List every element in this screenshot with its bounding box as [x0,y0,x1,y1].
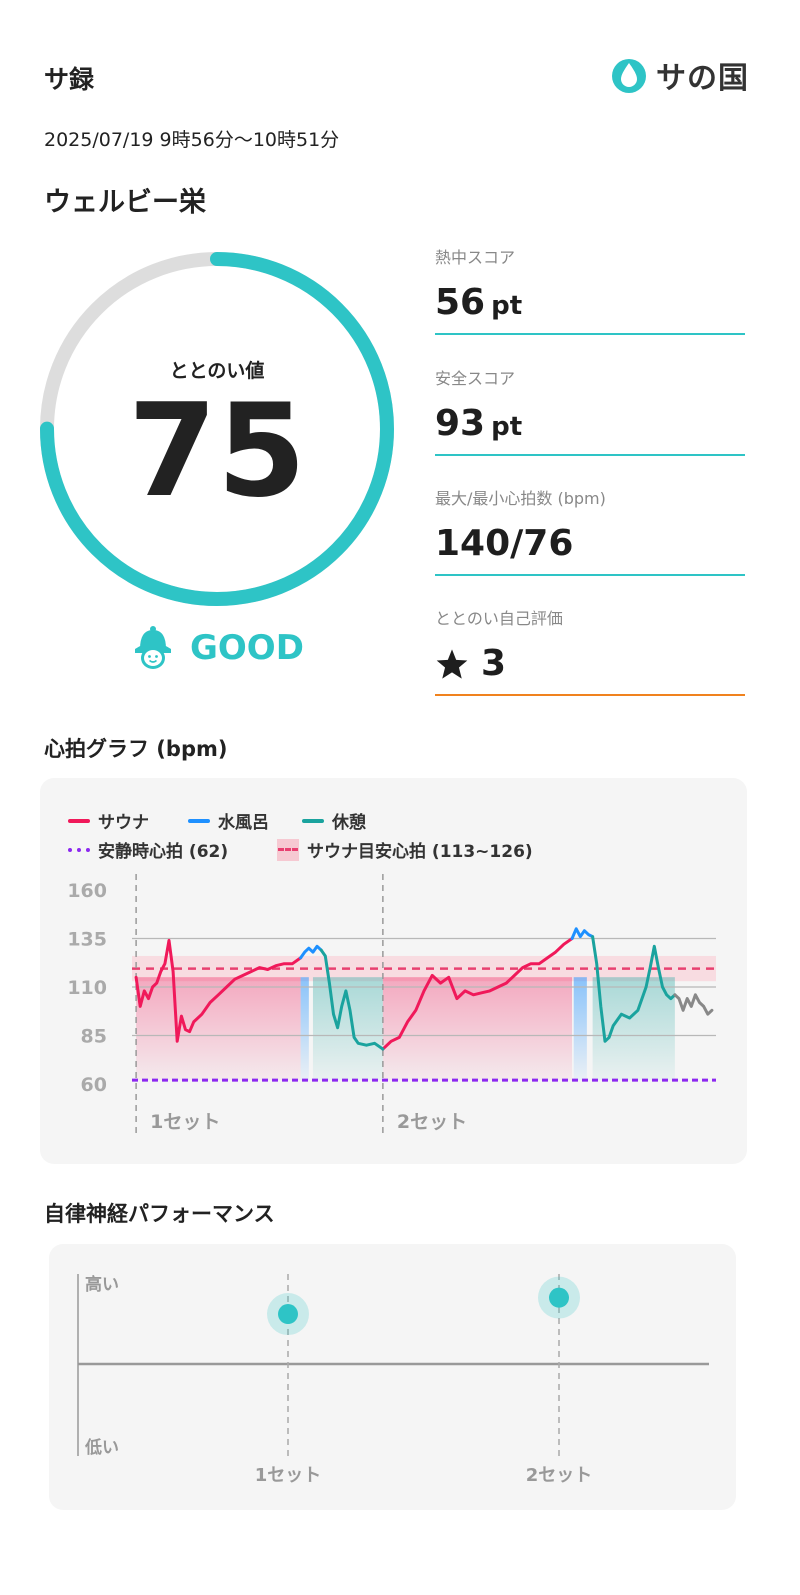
rating-badge: GOOD [130,625,304,671]
series-line-other [673,993,714,1016]
legend-water-label: 水風呂 [218,813,269,833]
logo-text: サの国 [656,61,749,96]
phase-fill [300,977,309,1081]
safety-score-unit: pt [491,412,523,442]
legend-target-hr-label: サウナ目安心拍 (113~126) [307,842,533,862]
divider [435,333,745,335]
y-tick-label: 135 [67,929,107,951]
x-tick-label: 1セット [255,1465,322,1486]
legend-sauna: サウナ [68,808,149,833]
legend-target-hr-swatch [277,838,299,861]
phase-fill [136,977,301,1081]
totonoi-value: 75 [127,377,307,526]
autonomic-chart-title: 自律神経パフォーマンス [44,1202,275,1226]
legend-sauna-swatch [68,818,90,823]
legend-resting-hr: 安静時心拍 (62) [68,837,228,862]
legend-rest-label: 休憩 [332,813,366,833]
star-icon [436,648,468,679]
heat-score-label: 熱中スコア [435,248,516,267]
legend-rest-swatch [302,818,324,823]
session-datetime: 2025/07/19 9時56分〜10時51分 [44,129,340,151]
y-high-label: 高い [85,1274,119,1295]
phase-fill [573,977,587,1081]
y-tick-label: 110 [67,977,107,999]
water-drop-logo-icon [612,59,646,93]
data-point [278,1304,298,1325]
target-hr-band [132,955,716,982]
gauge-progress [40,252,394,606]
heat-score-unit: pt [491,291,523,321]
legend-sauna-label: サウナ [98,813,149,833]
self-evaluation: ととのい自己評価 3 [435,605,745,696]
series-line-休憩 [591,935,677,1043]
x-tick-label: 2セット [526,1465,593,1486]
facility-name: ウェルビー栄 [44,187,206,218]
set-label: 2セット [397,1111,467,1133]
legend-water-swatch [188,818,210,823]
series-line-サウナ [381,937,574,1051]
self-evaluation-value: 3 [435,643,745,684]
legend-water: 水風呂 [188,808,269,833]
phase-fill [312,977,383,1081]
autonomic-chart-panel: 高い低い 1セット 2セット [49,1244,736,1510]
y-low-label: 低い [84,1437,119,1458]
heart-chart-panel: サウナ 水風呂 休憩 安静時心拍 (62) サウナ目安心拍 (113~126) … [40,778,747,1164]
y-tick-label: 60 [81,1074,107,1096]
data-point [549,1287,569,1308]
heart-rate-range-label: 最大/最小心拍数 (bpm) [435,489,606,508]
phase-fill [592,977,675,1081]
divider [435,574,745,576]
divider [435,694,745,696]
self-evaluation-label: ととのい自己評価 [435,609,563,628]
heart-rate-range-value: 140/76 [435,523,574,564]
safety-score-number: 93 [435,403,486,444]
sauna-hat-face-icon [135,626,171,669]
safety-score-label: 安全スコア [435,369,516,388]
y-tick-label: 160 [67,880,107,902]
safety-score-value: 93 pt [435,403,745,444]
legend-target-hr: サウナ目安心拍 (113~126) [277,837,533,862]
totonoi-label: ととのい値 [169,360,265,382]
page-title: サ録 [44,65,95,94]
heat-score-number: 56 [435,282,486,323]
heat-score: 熱中スコア 56 pt [435,244,745,335]
series-line-水風呂 [570,927,595,940]
safety-score: 安全スコア 93 pt [435,365,745,456]
heart-rate-range: 最大/最小心拍数 (bpm) 140/76 [435,485,745,576]
legend-resting-hr-label: 安静時心拍 (62) [98,842,229,862]
legend-rest: 休憩 [302,808,366,833]
y-tick-label: 85 [81,1026,107,1048]
heart-chart-title: 心拍グラフ (bpm) [44,737,228,761]
legend-resting-hr-swatch [68,847,90,852]
rating-text: GOOD [190,628,304,668]
series-line-水風呂 [299,944,323,960]
self-evaluation-number: 3 [481,643,507,684]
totonoi-gauge [40,252,394,606]
series-line-休憩 [319,948,385,1051]
app-logo: サの国 [610,55,749,96]
heart-rate-chart: 160 135 110 85 60 1セット 2セット [67,874,716,1138]
series-line-サウナ [134,938,303,1043]
divider [435,454,745,456]
set-label: 1セット [150,1111,220,1133]
heat-score-value: 56 pt [435,282,745,323]
